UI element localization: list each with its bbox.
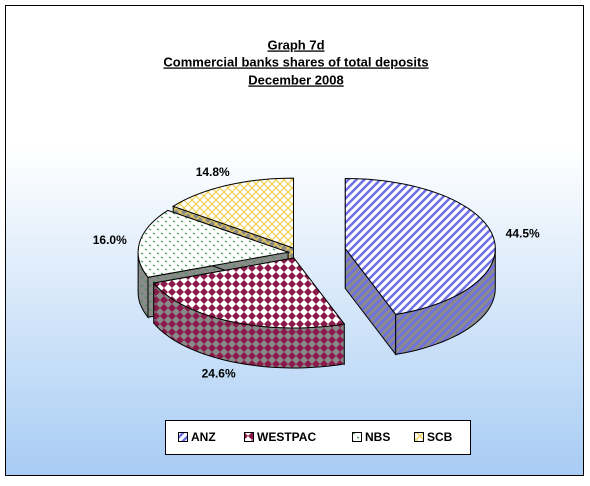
chart-title: December 2008 xyxy=(248,72,343,87)
chart-title: Graph 7d xyxy=(267,37,324,52)
slice xyxy=(152,256,346,369)
data-label: 14.8% xyxy=(196,165,230,179)
legend-items: ANZ WESTPAC NBS SCB xyxy=(178,430,453,444)
legend-label: NBS xyxy=(365,430,390,444)
legend-label: ANZ xyxy=(191,430,216,444)
legend-label: SCB xyxy=(427,430,453,444)
pie: 44.5% 24.6% 16.0% 14.8% xyxy=(93,165,540,380)
legend-swatch xyxy=(352,432,362,442)
data-label: 44.5% xyxy=(506,226,540,240)
legend-swatch xyxy=(414,432,424,442)
chart-title: Commercial banks shares of total deposit… xyxy=(163,54,428,69)
pie-slice xyxy=(172,177,294,249)
legend-label: WESTPAC xyxy=(257,430,316,444)
pie-slice xyxy=(344,177,496,315)
legend-swatch xyxy=(244,432,254,442)
pie-slice xyxy=(137,209,291,278)
data-label: 16.0% xyxy=(93,233,127,247)
pie-slice xyxy=(152,257,346,329)
slice xyxy=(344,177,496,356)
legend-swatch xyxy=(178,432,188,442)
data-label: 24.6% xyxy=(202,366,236,380)
